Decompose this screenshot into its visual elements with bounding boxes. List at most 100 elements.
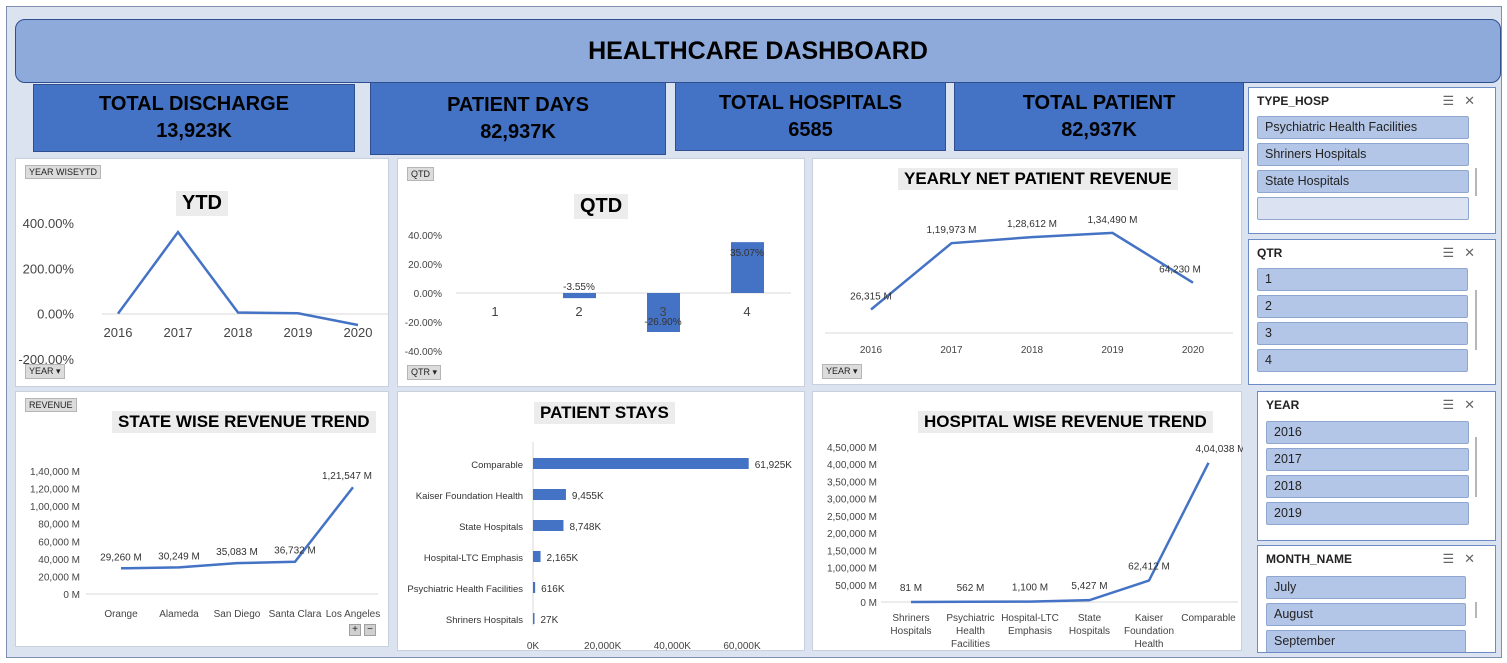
patient-stays-category-label: State Hospitals [459, 522, 523, 533]
net-revenue-title: YEARLY NET PATIENT REVENUE [898, 168, 1178, 190]
slicer-item[interactable]: August [1266, 603, 1466, 626]
net-revenue-x-tick-label: 2016 [860, 345, 883, 356]
kpi-patient-days: PATIENT DAYS 82,937K [370, 82, 666, 155]
qtd-chart: 40.00% 20.00% 0.00% -20.00% -40.00% 1 2 3 4 -3.… [405, 231, 791, 358]
state-y-tick-label: 60,000 M [38, 537, 80, 548]
patient-stays-x-tick-label: 0K [527, 641, 540, 652]
state-x-tick-label: San Diego [214, 609, 261, 620]
slicer-item[interactable]: State Hospitals [1257, 170, 1469, 193]
patient-stays-data-label: 9,455K [572, 491, 604, 502]
multi-select-icon[interactable]: ☰✕ [1442, 397, 1485, 412]
patient-stays-category-label: Shriners Hospitals [446, 615, 523, 626]
net-revenue-x-tick-label: 2018 [1021, 345, 1044, 356]
slicer-item[interactable]: 2019 [1266, 502, 1469, 525]
hospital-data-label: 81 M [900, 583, 922, 594]
slicer-scrollbar[interactable] [1475, 168, 1477, 196]
kpi-label: PATIENT DAYS [447, 93, 589, 116]
slicer-item[interactable]: September [1266, 630, 1466, 652]
slicer-item[interactable]: 2018 [1266, 475, 1469, 498]
patient-stays-data-label: 8,748K [569, 522, 601, 533]
state-field-tag[interactable]: REVENUE [25, 398, 77, 412]
patient-stays-category-label: Hospital-LTC Emphasis [424, 553, 523, 564]
patient-stays-data-label: 616K [541, 584, 565, 595]
multi-select-icon[interactable]: ☰✕ [1442, 551, 1485, 566]
state-x-tick-label: Alameda [159, 609, 199, 620]
qtd-field-tag[interactable]: QTD [407, 167, 434, 181]
ytd-title: YTD [176, 191, 228, 216]
slicer-item[interactable]: 2017 [1266, 448, 1469, 471]
kpi-value: 82,937K [480, 120, 556, 143]
slicer-item[interactable]: 3 [1257, 322, 1468, 345]
qtd-y-tick-label: 40.00% [408, 231, 442, 242]
hospital-data-label: 562 M [957, 583, 985, 594]
net-revenue-panel: YEARLY NET PATIENT REVENUE 2016 2017 2018 2… [812, 158, 1242, 385]
hospital-data-label: 62,412 M [1128, 562, 1170, 573]
ytd-chart-panel: YEAR WISEYTD YTD 400.00% 200.00% 0.00% -200… [15, 158, 389, 387]
hospital-y-tick-label: 3,00,000 M [827, 495, 877, 506]
state-revenue-chart: 1,40,000 M 1,20,000 M 1,00,000 M 80,000 M 60… [30, 467, 380, 620]
patient-stays-x-tick-label: 40,000K [654, 641, 692, 652]
slicer-item[interactable]: 2 [1257, 295, 1468, 318]
state-data-label: 29,260 M [100, 552, 142, 563]
slicer-scrollbar[interactable] [1475, 602, 1477, 618]
patient-stays-x-tick-label: 60,000K [723, 641, 761, 652]
hospital-x-tick-label: Shriners Hospitals [890, 613, 931, 637]
hospital-y-tick-label: 2,00,000 M [827, 529, 877, 540]
patient-stays-data-label: 2,165K [547, 553, 579, 564]
state-y-tick-label: 0 M [63, 590, 80, 601]
multi-select-icon[interactable]: ☰✕ [1442, 93, 1485, 108]
kpi-label: TOTAL PATIENT [1022, 91, 1176, 114]
hospital-x-tick-label: Kaiser Foundation Health [1124, 613, 1174, 650]
ytd-field-tag[interactable]: YEAR WISEYTD [25, 165, 102, 179]
kpi-label: TOTAL DISCHARGE [98, 93, 289, 115]
collapse-button[interactable]: − [364, 624, 376, 636]
slicer-item[interactable]: 4 [1257, 349, 1468, 372]
slicer-item[interactable]: July [1266, 576, 1466, 599]
patient-stays-data-label: 61,925K [755, 460, 793, 471]
slicer-scrollbar[interactable] [1475, 290, 1477, 350]
slicer-item[interactable]: 2016 [1266, 421, 1469, 444]
state-y-tick-label: 1,00,000 M [30, 502, 80, 513]
ytd-y-tick-label: 400.00% [23, 216, 75, 231]
qtd-title: QTD [574, 194, 629, 219]
patient-stays-category-label: Comparable [471, 460, 523, 471]
hospital-revenue-title: HOSPITAL WISE REVENUE TREND [918, 411, 1213, 433]
qtd-x-tick-label: 1 [491, 304, 498, 319]
ytd-axis-dropdown[interactable]: YEAR [25, 364, 65, 379]
kpi-total-hospitals: TOTAL HOSPITALS 6585 [675, 82, 946, 151]
expand-button[interactable]: + [349, 624, 361, 636]
patient-stays-title: PATIENT STAYS [534, 402, 675, 424]
slicer-item[interactable]: Shriners Hospitals [1257, 143, 1469, 166]
hospital-data-label: 5,427 M [1071, 581, 1107, 592]
slicer-qtr: QTR ☰✕ 1 2 3 4 [1248, 239, 1496, 385]
slicer-item[interactable]: Psychiatric Health Facilities [1257, 116, 1469, 139]
state-revenue-panel: REVENUE STATE WISE REVENUE TREND 1,40,00… [15, 391, 389, 647]
qtd-x-tick-label: 4 [743, 304, 750, 319]
slicer-item[interactable]: 1 [1257, 268, 1468, 291]
qtd-y-tick-label: -20.00% [405, 318, 442, 329]
kpi-total-patient: TOTAL PATIENT 82,937K [954, 82, 1244, 151]
multi-select-icon[interactable]: ☰✕ [1442, 245, 1485, 260]
net-revenue-chart: 2016 2017 2018 2019 2020 26,315 M 1,19,973 M 1… [825, 215, 1233, 356]
kpi-label: TOTAL HOSPITALS [719, 91, 902, 114]
hospital-y-tick-label: 1,50,000 M [827, 546, 877, 557]
state-data-label: 36,732 M [274, 546, 316, 557]
hospital-y-tick-label: 4,50,000 M [827, 443, 877, 454]
qtd-axis-dropdown[interactable]: QTR [407, 365, 442, 380]
qtd-bar [731, 242, 764, 293]
state-x-tick-label: Orange [104, 609, 138, 620]
ytd-x-tick-label: 2016 [104, 325, 133, 340]
kpi-value: 82,937K [1061, 118, 1137, 141]
state-revenue-title: STATE WISE REVENUE TREND [112, 411, 376, 433]
slicer-item[interactable] [1257, 197, 1469, 220]
slicer-scrollbar[interactable] [1475, 437, 1477, 497]
patient-stays-bar [533, 613, 535, 624]
net-revenue-axis-dropdown[interactable]: YEAR [822, 364, 862, 379]
patient-stays-data-label: 27K [541, 615, 559, 626]
ytd-x-tick-label: 2018 [224, 325, 253, 340]
hospital-x-tick-label: Hospital-LTC Emphasis [1001, 613, 1059, 637]
patient-stays-bar [533, 458, 749, 469]
state-y-tick-label: 1,20,000 M [30, 485, 80, 496]
state-data-label: 30,249 M [158, 551, 200, 562]
patient-stays-category-label: Kaiser Foundation Health [416, 491, 523, 502]
